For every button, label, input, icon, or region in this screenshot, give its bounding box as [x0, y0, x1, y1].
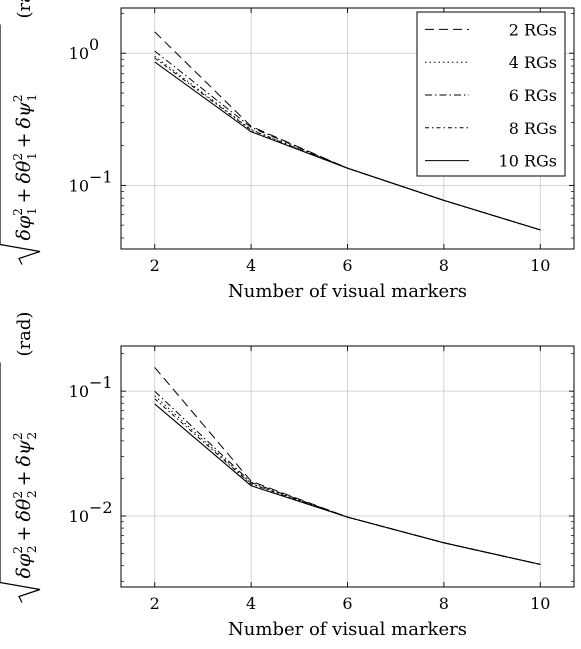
chart2-y-tick-label: 10: [69, 507, 89, 526]
chart2-x-tick-label: 8: [439, 594, 449, 613]
chart1-y-axis-formula: δφ21​+δθ21​+δψ21​: [11, 94, 39, 241]
chart1-x-tick-label: 10: [530, 256, 550, 275]
chart1-legend-label-5: 10 RGs: [499, 152, 557, 171]
chart1-x-tick-label: 4: [246, 256, 256, 275]
chart1-y-axis-label: δφ21​+δθ21​+δψ21​ (rad): [0, 0, 41, 265]
chart1-legend-box: [416, 11, 566, 177]
chart2-x-tick-label: 4: [246, 594, 256, 613]
chart1-y-tick-exponent: −1: [89, 167, 113, 186]
chart1-series-line-5: [154, 61, 541, 231]
chart2-x-axis-label: Number of visual markers: [228, 619, 467, 640]
chart2-plot-frame: [120, 345, 575, 588]
chart1-x-tick-label: 6: [342, 256, 352, 275]
chart2-y-tick-label: 10: [69, 382, 89, 401]
chart1-y-tick-label: 10: [69, 44, 89, 63]
chart1-x-tick-label: 2: [150, 256, 160, 275]
chart1-plot-frame: [120, 7, 575, 250]
chart2-x-tick-label: 2: [150, 594, 160, 613]
chart1-legend-label-3: 6 RGs: [509, 86, 557, 105]
chart1-radical-sign: [0, 24, 41, 265]
chart1-legend-label-1: 2 RGs: [509, 20, 557, 39]
chart2-x-tick-label: 6: [342, 594, 352, 613]
chart2-series-line-5: [154, 403, 541, 565]
chart1-y-tick-label: 10: [69, 176, 89, 195]
chart2-y-axis-formula: δφ22​+δθ22​+δψ22​: [11, 432, 39, 579]
chart2-radical-sign: [0, 362, 41, 603]
chart1-legend-label-2: 4 RGs: [509, 53, 557, 72]
chart2-y-axis-label: δφ22​+δθ22​+δψ22​ (rad): [0, 312, 41, 603]
chart2-y-axis-unit: (rad): [14, 312, 35, 357]
chart1-legend: 2 RGs 4 RGs 6 RGs 8 RGs 10 RGs: [416, 11, 566, 177]
chart2-y-tick-exponent: −1: [89, 373, 113, 392]
chart1-x-axis-label: Number of visual markers: [228, 281, 467, 302]
chart2-y-tick-exponent: −2: [89, 498, 113, 517]
chart1-y-axis-unit: (rad): [14, 0, 35, 19]
chart2-x-tick-label: 10: [530, 594, 550, 613]
chart1-y-tick-exponent: 0: [89, 35, 99, 54]
chart1-x-tick-label: 8: [439, 256, 449, 275]
chart1-legend-label-4: 8 RGs: [509, 119, 557, 138]
